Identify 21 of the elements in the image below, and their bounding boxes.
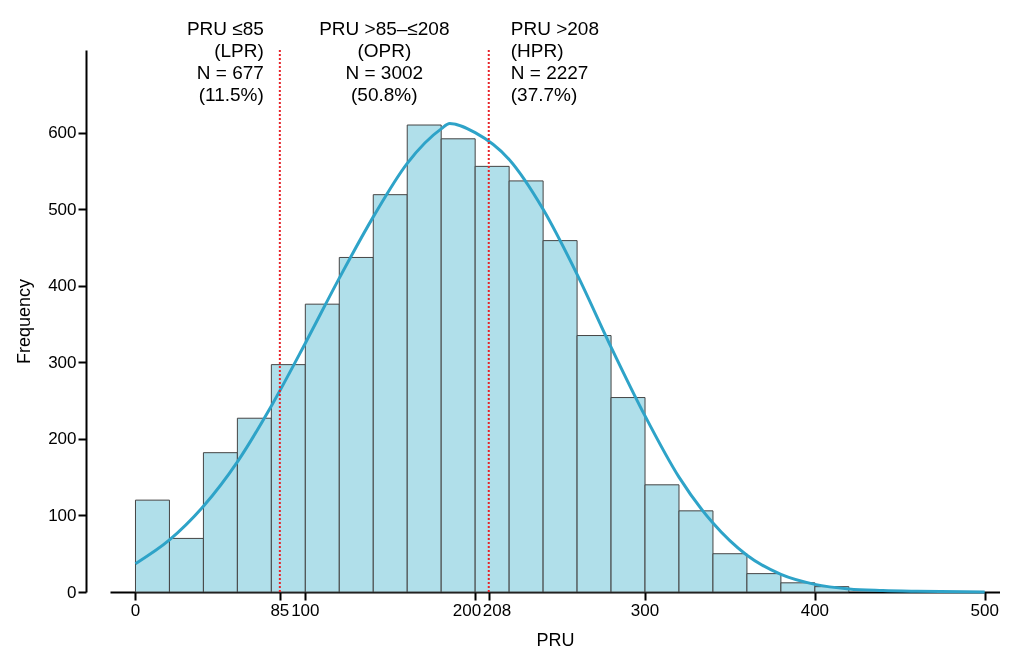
y-tick-label: 500 (48, 199, 77, 219)
x-tick-label: 208 (482, 601, 512, 620)
x-tick-label: 400 (800, 601, 830, 620)
x-axis-title: PRU (536, 629, 575, 650)
y-tick-label: 300 (48, 352, 77, 372)
annotation: PRU >208 (HPR) N = 2227 (37.7%) (510, 18, 599, 105)
y-tick-label: 400 (48, 276, 77, 296)
x-tick-label: 200 (452, 601, 482, 620)
y-tick-label: 0 (67, 582, 77, 602)
line-series (133, 121, 987, 594)
annotation: PRU ≤85 (LPR) N = 677 (11.5%) (186, 18, 264, 105)
y-tick-label: 200 (48, 429, 77, 449)
y-axis-title: Frequency (14, 278, 35, 365)
x-tick-label: 300 (630, 601, 660, 620)
y-tick-label: 100 (48, 505, 77, 525)
x-tick-label: 100 (291, 601, 320, 620)
x-tick-label: 85 (270, 601, 290, 620)
x-tick-label: 500 (970, 601, 999, 620)
y-tick-label: 600 (48, 123, 77, 143)
annotation: PRU >85–≤208 (OPR) N = 3002 (50.8%) (319, 18, 450, 105)
x-tick-label: 0 (130, 601, 141, 620)
